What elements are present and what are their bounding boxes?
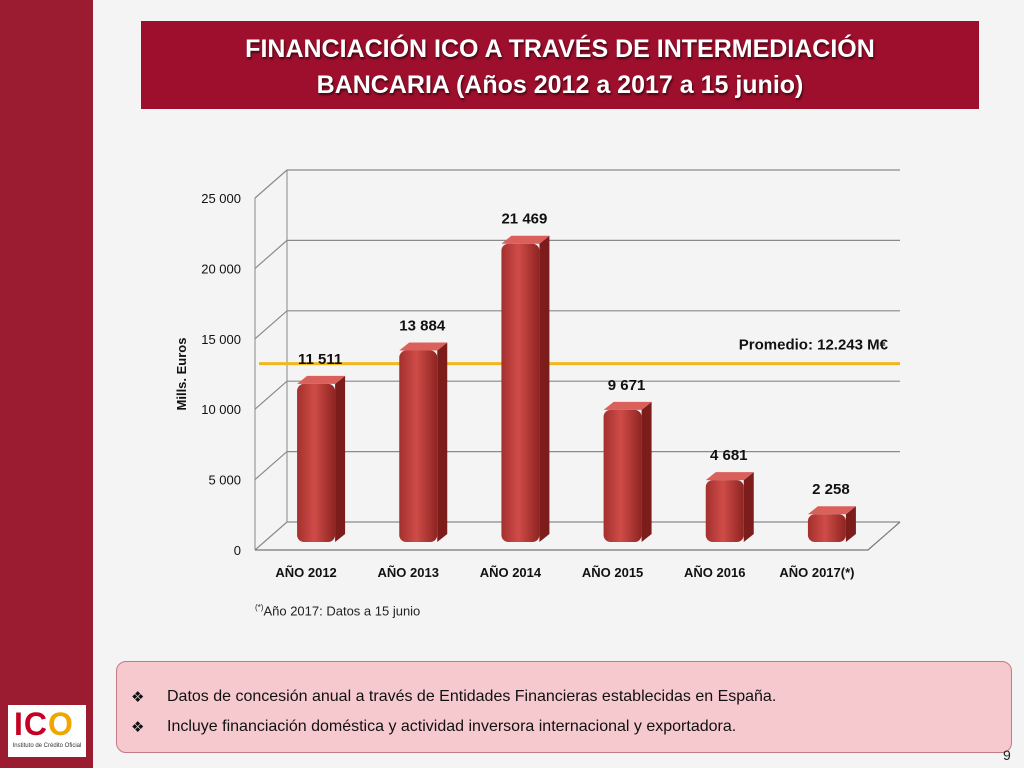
- x-category-label: AÑO 2015: [582, 565, 643, 580]
- bar-side: [335, 375, 346, 542]
- bar-value-label: 4 681: [710, 447, 748, 464]
- bar-top: [603, 401, 652, 410]
- bar-top: [705, 472, 754, 481]
- bar-value-label: 9 671: [608, 377, 646, 394]
- gridline: [254, 169, 900, 199]
- bar: [807, 506, 856, 542]
- bar-chart: 0 5 000 10 000 15 000 20 000 25 000 Mills. Eur…: [174, 169, 901, 580]
- bar-side: [641, 401, 652, 542]
- y-tick-label: 25 000: [201, 191, 241, 206]
- x-category-label: AÑO 2012: [275, 565, 336, 580]
- bar: [603, 401, 652, 542]
- x-category-label: AÑO 2017(*): [779, 565, 854, 580]
- bar-value-label: 21 469: [501, 211, 547, 228]
- y-tick-label: 15 000: [201, 332, 241, 347]
- y-tick-label: 20 000: [201, 261, 241, 276]
- bar-value-label: 2 258: [812, 481, 850, 498]
- left-side-band: [0, 0, 93, 768]
- bar: [705, 472, 754, 542]
- bar-top: [807, 506, 856, 515]
- bar-top: [501, 235, 550, 244]
- ico-logo: ICO Instituto de Crédito Oficial: [8, 705, 86, 757]
- note-text: Datos de concesión anual a través de Ent…: [167, 688, 777, 705]
- footnote-text: Año 2017: Datos a 15 junio: [263, 603, 421, 619]
- title-line-2: BANCARIA (Años 2012 a 2017 a 15 junio): [316, 71, 804, 99]
- bar-front: [399, 350, 438, 542]
- bar-side: [437, 342, 448, 542]
- page-number: 9: [1003, 747, 1011, 763]
- bar-front: [297, 383, 336, 542]
- bar-side: [539, 235, 550, 542]
- bar-top: [297, 375, 346, 384]
- gridline: [254, 310, 900, 340]
- gridline: [254, 239, 900, 269]
- x-category-label: AÑO 2016: [684, 565, 745, 580]
- note-item: ❖ Incluye financiación doméstica y activ…: [131, 712, 1011, 742]
- slide-title: FINANCIACIÓN ICO A TRAVÉS DE INTERMEDIAC…: [141, 21, 979, 109]
- y-tick-label: 0: [234, 543, 241, 558]
- y-axis-title: Mills. Euros: [174, 338, 189, 411]
- gridline: [254, 451, 900, 481]
- bar-front: [807, 514, 846, 542]
- bar: [399, 342, 448, 542]
- chart-footnote: (*)Año 2017: Datos a 15 junio: [255, 603, 420, 618]
- average-label: Promedio: 12.243 M€: [739, 337, 889, 354]
- logo-letters: ICO: [14, 706, 74, 742]
- logo-subtitle: Instituto de Crédito Oficial: [12, 743, 82, 749]
- diamond-bullet-icon: ❖: [131, 689, 145, 706]
- x-category-label: AÑO 2013: [378, 565, 439, 580]
- y-tick-label: 5 000: [208, 473, 241, 488]
- bar-top: [399, 342, 448, 351]
- diamond-bullet-icon: ❖: [131, 719, 145, 736]
- note-item: ❖ Datos de concesión anual a través de E…: [131, 682, 1011, 712]
- title-line-1: FINANCIACIÓN ICO A TRAVÉS DE INTERMEDIAC…: [245, 35, 875, 63]
- note-text: Incluye financiación doméstica y activid…: [167, 718, 737, 735]
- x-category-label: AÑO 2014: [480, 565, 542, 580]
- footnote-mark: (*): [255, 603, 264, 612]
- gridline: [254, 380, 900, 410]
- notes-box: ❖ Datos de concesión anual a través de E…: [116, 661, 1012, 753]
- bar-front: [501, 243, 540, 542]
- floor-edge: [255, 521, 901, 551]
- bar-front: [705, 480, 744, 542]
- bar-side: [743, 472, 754, 542]
- bar-front: [603, 409, 642, 542]
- bar-side: [845, 506, 856, 542]
- bar-value-label: 13 884: [399, 318, 446, 335]
- bar-value-label: 11 511: [298, 351, 342, 368]
- bar: [501, 235, 550, 542]
- bar: [297, 375, 346, 542]
- gridline: [254, 521, 900, 551]
- y-tick-label: 10 000: [201, 402, 241, 417]
